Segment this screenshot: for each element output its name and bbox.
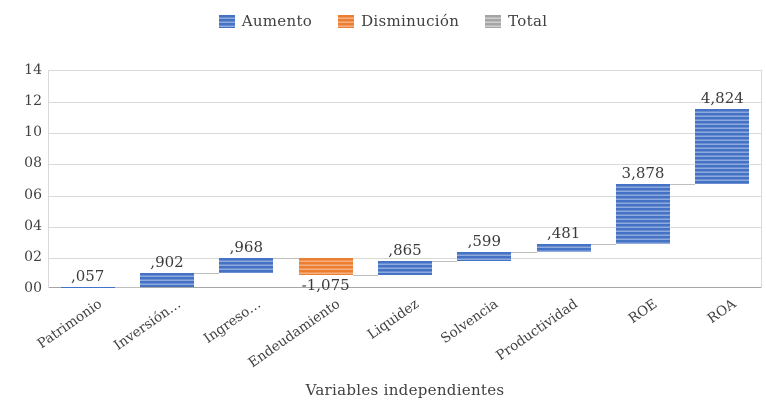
disminucion-swatch-icon [338,14,355,28]
x-tick-label: ROE [625,296,661,327]
y-tick-label: 06 [24,186,42,203]
data-label: ,481 [546,224,581,243]
x-tick-label: ROA [704,296,740,327]
plot-area [48,70,762,288]
y-tick-label: 10 [24,124,42,141]
connector-line [432,261,458,263]
x-tick-label: Inversión… [111,296,185,354]
y-tick-label: 00 [24,280,42,296]
waterfall-bar-aumento [219,257,274,274]
waterfall-bar-disminucion [298,257,353,275]
data-label: ,057 [70,267,105,286]
legend-item-aumento: Aumento [218,12,313,30]
x-tick-label: Ingreso… [200,296,264,347]
x-tick-label: Solvencia [438,296,502,347]
data-label: ,902 [150,253,184,272]
x-tick-label: Liquidez [364,296,423,343]
x-tick-label: Productividad [493,296,581,364]
y-tick-label: 14 [24,62,42,78]
gridline [49,226,761,228]
data-label: 3,878 [621,164,665,183]
gridline [49,133,761,135]
y-tick-label: 08 [24,155,42,172]
gridline [49,102,761,104]
connector-line [511,251,537,253]
legend-item-disminucion: Disminución [338,12,459,30]
data-label: ,599 [467,231,502,250]
y-tick-label: 12 [24,93,42,110]
data-label: -1,075 [301,275,350,294]
x-tick-label: Patrimonio [34,296,105,353]
connector-line [114,287,140,289]
chart-legend: Aumento Disminución Total [0,12,766,30]
waterfall-bar-aumento [60,287,115,289]
gridline [49,164,761,166]
aumento-swatch-icon [218,14,235,28]
connector-line [590,244,616,246]
x-axis-line [49,287,761,288]
legend-label-aumento: Aumento [241,12,313,30]
data-label: ,968 [229,237,264,256]
connector-line [352,274,378,276]
legend-item-total: Total [485,12,547,30]
waterfall-bar-aumento [378,261,432,275]
waterfall-bar-aumento [457,251,512,262]
legend-label-disminucion: Disminución [361,12,460,30]
waterfall-bar-aumento [616,184,670,245]
connector-line [273,257,299,259]
x-axis-title: Variables independientes [305,381,505,399]
gridline [49,257,761,259]
legend-label-total: Total [508,12,548,30]
data-label: ,865 [388,241,422,260]
connector-line [670,184,696,186]
total-swatch-icon [485,14,502,28]
waterfall-bar-aumento [140,273,194,288]
y-tick-label: 02 [24,248,42,265]
connector-line [194,273,220,275]
waterfall-bar-aumento [695,108,750,185]
y-tick-label: 04 [24,217,42,234]
gridline [49,195,761,197]
waterfall-bar-aumento [536,244,591,252]
data-label: 4,824 [700,88,744,107]
